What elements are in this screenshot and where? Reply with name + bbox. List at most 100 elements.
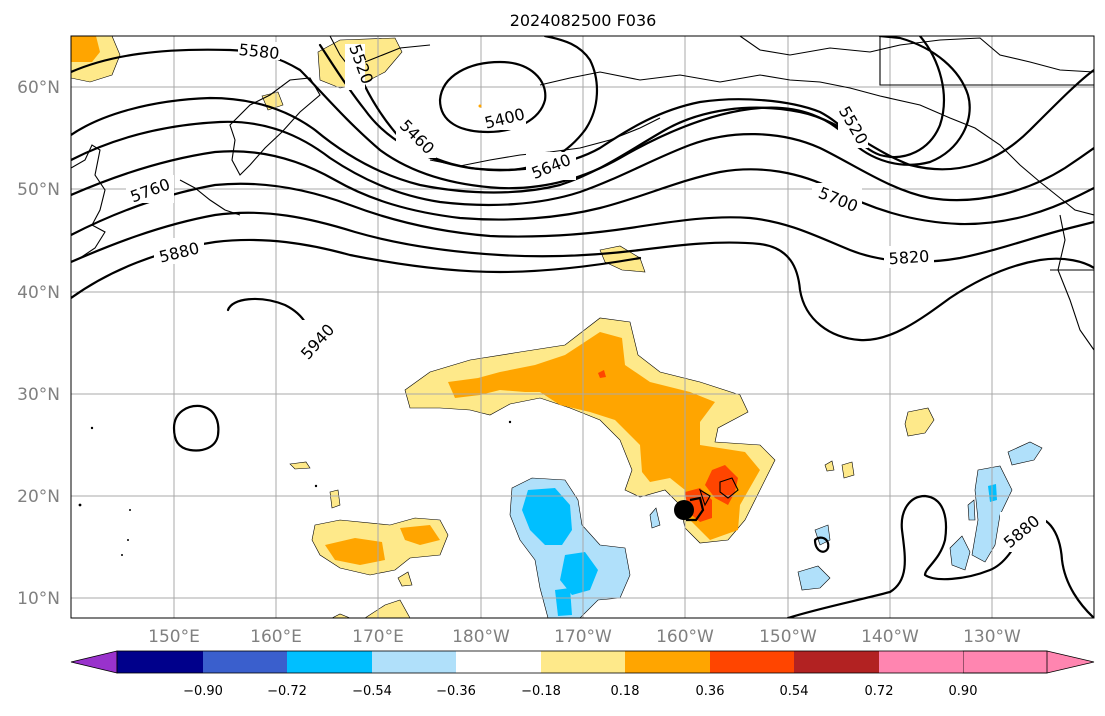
lon-label: 170°E [352, 627, 404, 647]
negative-anomaly-main-core-2 [560, 552, 598, 595]
positive-anomaly-main-mid [448, 332, 760, 540]
contour-5760 [71, 150, 1094, 226]
colorbar-segment [794, 651, 879, 673]
positive-anomaly-small-5 [397, 571, 413, 587]
lon-label: 160°W [656, 627, 714, 647]
positive-anomaly-northwest-core [71, 36, 100, 62]
contour-5400 [438, 60, 547, 134]
contour-small-loop [813, 536, 830, 553]
lon-label: 140°W [861, 627, 919, 647]
svg-text:5820: 5820 [888, 247, 930, 269]
positive-anomaly-small-3 [289, 461, 311, 470]
colorbar-segment [710, 651, 794, 673]
contour-5880-east [786, 494, 1094, 618]
positive-anomaly-small-6 [824, 460, 835, 472]
hawaii-1 [719, 477, 739, 499]
lat-label: 40°N [17, 283, 60, 303]
colorbar-tick-label: 0.36 [696, 684, 725, 699]
colorbar-tick-label: 0.72 [865, 684, 894, 699]
colorbar-segment [625, 651, 710, 673]
latitude-labels: 60°N 50°N 40°N 30°N 20°N 10°N [17, 78, 60, 609]
contour-label: 5940 [297, 320, 338, 364]
coastlines [71, 36, 1094, 507]
positive-anomaly-small-4 [329, 489, 341, 509]
negative-anomaly-main-core-3 [555, 588, 572, 616]
contour-5520 [318, 36, 945, 171]
colorbar-tick-label: 0.18 [611, 684, 640, 699]
lon-label: 130°W [963, 627, 1021, 647]
contour-label: 5580 [238, 40, 280, 63]
contour-5640 [71, 68, 1094, 194]
map-frame [70, 35, 1095, 619]
lon-label: 150°W [759, 627, 817, 647]
lon-label: 180°W [452, 627, 510, 647]
colorbar-tick-label: −0.36 [436, 684, 476, 699]
colorbar-segment [456, 651, 541, 673]
colorbar-segment [117, 651, 203, 673]
contour-label: 5640 [526, 150, 576, 183]
hawaii-2 [699, 488, 711, 507]
positive-anomaly-west-core-2 [400, 525, 440, 545]
contour-label: 5460 [396, 116, 438, 158]
colorbar: −0.90 −0.72 −0.54 −0.36 −0.18 0.18 0.36 … [70, 650, 1095, 699]
colorbar-tick-label: −0.90 [183, 684, 223, 699]
contour-label: 5700 [812, 183, 862, 216]
negative-anomaly-east-3 [949, 535, 971, 571]
positive-anomaly-west-core [325, 538, 385, 565]
alaska-inland-north [739, 36, 1094, 73]
contour-label: 5400 [480, 104, 527, 133]
contour-label: 5820 [884, 246, 934, 268]
map-title: 2024082500 F036 [510, 11, 657, 30]
colorbar-tick-label: −0.72 [267, 684, 307, 699]
contour-label: 5880 [154, 238, 204, 267]
lat-label: 30°N [17, 385, 60, 405]
contour-5880 [71, 211, 1094, 342]
positive-anomaly-core [705, 465, 738, 505]
contour-label: 5880 [1000, 511, 1046, 552]
kuril-islands [179, 179, 241, 216]
contour-labels: 5580 5520 5400 5460 5640 5520 5760 5700 [126, 40, 1046, 552]
negative-anomaly-east-2 [1007, 441, 1043, 466]
na-west-coast [1057, 214, 1094, 351]
longitude-labels: 150°E 160°E 170°E 180°W 170°W 160°W 150°… [148, 627, 1021, 647]
storm-contour [686, 496, 705, 522]
canada-border [879, 36, 1094, 86]
contour-5700 [71, 120, 1094, 207]
anomaly-shading [71, 36, 1043, 618]
asia-coast [71, 144, 106, 263]
colorbar-segment [203, 651, 287, 673]
storm-marker [674, 496, 705, 522]
colorbar-segment [541, 651, 625, 673]
colorbar-segment [372, 651, 456, 673]
islands [78, 104, 512, 556]
svg-text:5580: 5580 [238, 40, 280, 63]
lat-label: 60°N [17, 78, 60, 98]
kamchatka-coast [229, 77, 321, 176]
lon-label: 170°W [554, 627, 612, 647]
alaska-coast [539, 71, 1094, 216]
contour-label: 5520 [835, 100, 872, 148]
negative-anomaly-east-6 [649, 507, 661, 529]
lat-label: 10°N [17, 589, 60, 609]
negative-anomaly-main-core [522, 488, 572, 545]
lon-label: 150°E [148, 627, 200, 647]
colorbar-segment [287, 651, 372, 673]
lat-label: 50°N [17, 180, 60, 200]
colorbar-tick-label: −0.18 [521, 684, 561, 699]
colorbar-tick-label: −0.54 [352, 684, 392, 699]
colorbar-tick-label: 0.54 [780, 684, 809, 699]
negative-anomaly-east-4 [797, 565, 831, 591]
lat-label: 20°N [17, 487, 60, 507]
positive-anomaly-small-2 [904, 407, 935, 437]
positive-anomaly-dot [598, 370, 606, 378]
negative-anomaly-east-7 [967, 499, 976, 521]
colorbar-frame [116, 650, 1048, 674]
contour-label: 5760 [126, 175, 174, 206]
storm-center-dot [674, 500, 694, 520]
lon-label: 160°E [250, 627, 302, 647]
colorbar-tick-label: 0.90 [949, 684, 978, 699]
colorbar-extend-high [962, 650, 1095, 674]
colorbar-extend-low [70, 650, 118, 674]
contour-high-circle [172, 404, 220, 452]
